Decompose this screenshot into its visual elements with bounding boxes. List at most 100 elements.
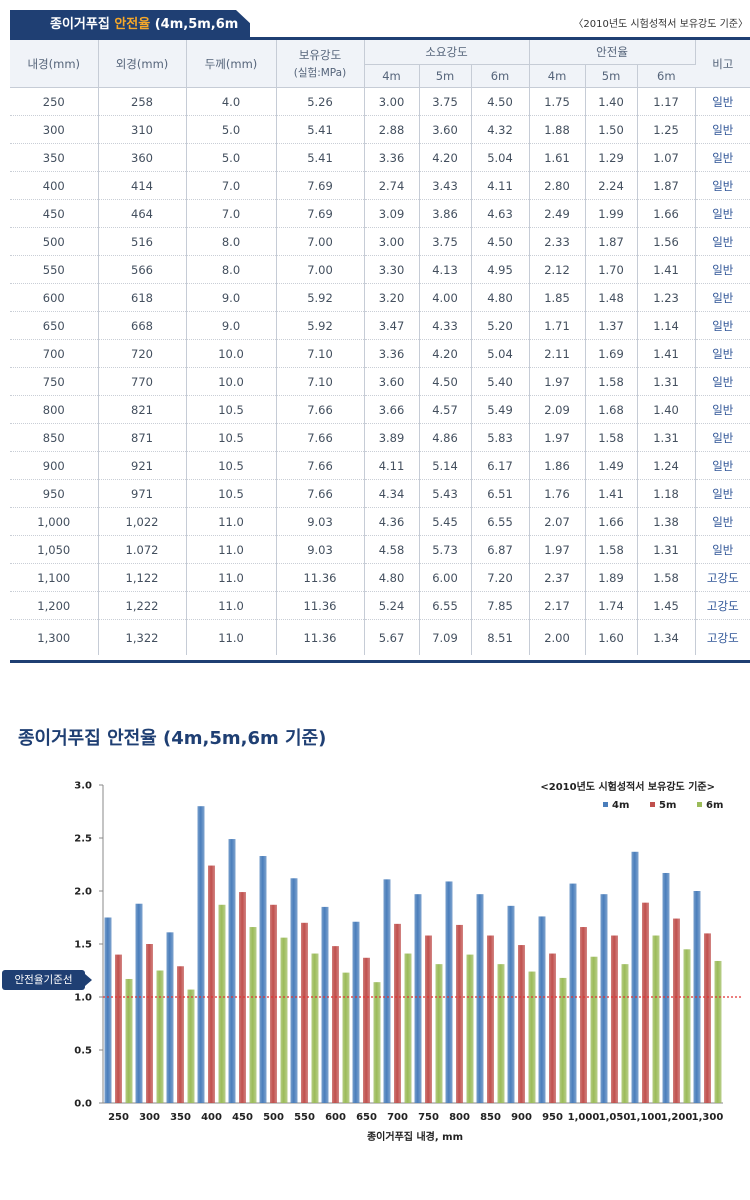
cell-thickness: 9.0 xyxy=(186,311,277,340)
bar-5m-750 xyxy=(425,935,432,1103)
cell-safety-4m: 2.11 xyxy=(529,339,586,368)
cell-safety-5m: 1.68 xyxy=(585,395,638,424)
cell-thickness: 8.0 xyxy=(186,227,277,256)
safety-factor-table: 내경(mm) 외경(mm) 두께(mm) 보유강도 (실험:MPa) 소요강도 … xyxy=(10,40,750,655)
bar-4m-1100 xyxy=(631,851,639,1103)
bar-6m-600 xyxy=(342,972,350,1103)
cell-inner: 500 xyxy=(10,227,99,256)
table-row: 850 871 10.5 7.66 3.89 4.86 5.83 1.97 1.58 1.31 일반 xyxy=(10,423,750,452)
cell-required-5m: 5.43 xyxy=(419,479,472,508)
header-title-highlight: 안전율 xyxy=(114,17,151,32)
legend-swatch-6m xyxy=(697,802,702,807)
cell-required-6m: 4.63 xyxy=(471,199,530,228)
x-tick-label: 1,000 xyxy=(568,1112,600,1123)
cell-strength: 7.66 xyxy=(276,423,365,452)
bar-6m-750 xyxy=(435,964,443,1103)
cell-safety-5m: 1.29 xyxy=(585,143,638,172)
cell-required-6m: 7.85 xyxy=(471,591,530,620)
cell-required-5m: 3.60 xyxy=(419,115,472,144)
cell-strength: 7.69 xyxy=(276,199,365,228)
cell-inner: 800 xyxy=(10,395,99,424)
cell-safety-6m: 1.56 xyxy=(637,227,696,256)
cell-safety-5m: 1.74 xyxy=(585,591,638,620)
x-tick-label: 900 xyxy=(511,1112,532,1123)
cell-strength: 7.66 xyxy=(276,479,365,508)
cell-safety-4m: 2.37 xyxy=(529,563,586,592)
cell-required-6m: 4.32 xyxy=(471,115,530,144)
cell-remark: 고강도 xyxy=(695,591,750,620)
cell-safety-4m: 1.97 xyxy=(529,535,586,564)
cell-required-5m: 4.00 xyxy=(419,283,472,312)
cell-outer: 1,022 xyxy=(98,507,187,536)
col-header-required: 소요강도 xyxy=(364,40,530,65)
cell-thickness: 10.5 xyxy=(186,451,277,480)
cell-safety-5m: 1.69 xyxy=(585,339,638,368)
bar-4m-1200 xyxy=(662,872,670,1103)
table-row: 800 821 10.5 7.66 3.66 4.57 5.49 2.09 1.68 1.40 일반 xyxy=(10,395,750,424)
cell-required-5m: 5.73 xyxy=(419,535,472,564)
cell-remark: 일반 xyxy=(695,199,750,228)
bar-6m-1200 xyxy=(683,949,691,1103)
x-tick-label: 550 xyxy=(294,1112,315,1123)
bar-6m-500 xyxy=(280,937,288,1103)
cell-inner: 1,300 xyxy=(10,619,99,655)
cell-required-4m: 5.67 xyxy=(364,619,420,655)
cell-safety-6m: 1.31 xyxy=(637,367,696,396)
bar-6m-900 xyxy=(528,971,536,1103)
cell-remark: 일반 xyxy=(695,507,750,536)
bar-6m-450 xyxy=(249,927,257,1103)
x-tick-label: 700 xyxy=(387,1112,408,1123)
cell-thickness: 11.0 xyxy=(186,591,277,620)
cell-safety-5m: 1.58 xyxy=(585,535,638,564)
cell-required-6m: 4.95 xyxy=(471,255,530,284)
bar-5m-400 xyxy=(208,865,215,1103)
cell-safety-5m: 1.41 xyxy=(585,479,638,508)
cell-strength: 7.00 xyxy=(276,227,365,256)
cell-safety-5m: 1.58 xyxy=(585,367,638,396)
cell-strength: 7.10 xyxy=(276,367,365,396)
legend-swatch-5m xyxy=(650,802,655,807)
cell-remark: 일반 xyxy=(695,535,750,564)
cell-required-6m: 5.83 xyxy=(471,423,530,452)
cell-required-5m: 4.13 xyxy=(419,255,472,284)
table-row: 750 770 10.0 7.10 3.60 4.50 5.40 1.97 1.58 1.31 일반 xyxy=(10,367,750,396)
table-row: 250 258 4.0 5.26 3.00 3.75 4.50 1.75 1.40 1.17 일반 xyxy=(10,87,750,116)
cell-required-5m: 5.14 xyxy=(419,451,472,480)
bar-5m-650 xyxy=(363,957,370,1103)
cell-required-5m: 3.86 xyxy=(419,199,472,228)
cell-inner: 900 xyxy=(10,451,99,480)
table-row: 650 668 9.0 5.92 3.47 4.33 5.20 1.71 1.37 1.14 일반 xyxy=(10,311,750,340)
y-tick-label: 2.5 xyxy=(74,834,92,845)
cell-safety-6m: 1.18 xyxy=(637,479,696,508)
cell-safety-6m: 1.40 xyxy=(637,395,696,424)
x-tick-label: 450 xyxy=(232,1112,253,1123)
x-tick-label: 400 xyxy=(201,1112,222,1123)
table-row: 950 971 10.5 7.66 4.34 5.43 6.51 1.76 1.41 1.18 일반 xyxy=(10,479,750,508)
cell-required-4m: 4.34 xyxy=(364,479,420,508)
chart-title: 종이거푸집 안전율 (4m,5m,6m 기준) xyxy=(18,728,327,749)
cell-thickness: 4.0 xyxy=(186,87,277,116)
cell-required-6m: 5.04 xyxy=(471,143,530,172)
table-row: 1,050 1.072 11.0 9.03 4.58 5.73 6.87 1.97 1.58 1.… xyxy=(10,535,750,564)
cell-required-5m: 6.00 xyxy=(419,563,472,592)
cell-required-5m: 4.20 xyxy=(419,143,472,172)
cell-strength: 5.26 xyxy=(276,87,365,116)
x-tick-label: 1,050 xyxy=(599,1112,631,1123)
x-tick-label: 500 xyxy=(263,1112,284,1123)
cell-required-4m: 2.88 xyxy=(364,115,420,144)
cell-safety-5m: 1.89 xyxy=(585,563,638,592)
cell-required-5m: 3.75 xyxy=(419,87,472,116)
cell-strength: 5.92 xyxy=(276,283,365,312)
cell-safety-5m: 1.99 xyxy=(585,199,638,228)
x-tick-label: 800 xyxy=(449,1112,470,1123)
x-tick-label: 650 xyxy=(356,1112,377,1123)
bar-6m-850 xyxy=(497,964,505,1103)
bar-5m-550 xyxy=(301,922,308,1103)
cell-required-4m: 4.58 xyxy=(364,535,420,564)
bar-5m-850 xyxy=(487,935,494,1103)
cell-safety-4m: 1.88 xyxy=(529,115,586,144)
cell-outer: 668 xyxy=(98,311,187,340)
bar-6m-250 xyxy=(125,978,133,1103)
bar-6m-300 xyxy=(156,970,164,1103)
cell-remark: 일반 xyxy=(695,451,750,480)
